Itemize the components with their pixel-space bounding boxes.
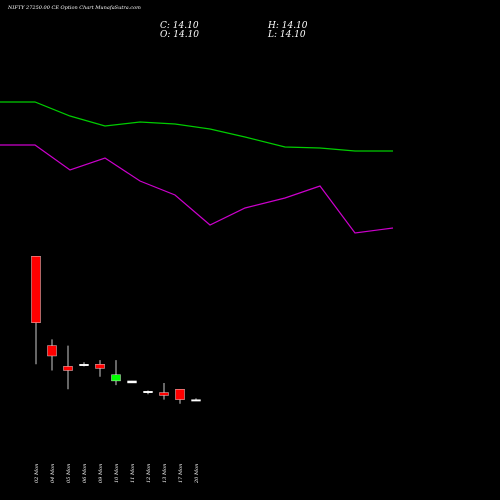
candle-body (95, 364, 105, 369)
x-tick-label: 13 Mon (162, 464, 168, 483)
high-value: H: 14.10 (267, 21, 308, 31)
candle-body (175, 389, 185, 400)
candle (175, 389, 185, 404)
candle (63, 345, 73, 390)
moving-average-line-1 (0, 101, 393, 152)
candle (95, 360, 105, 377)
x-tick-label: 05 Mon (66, 464, 72, 483)
open-value: O: 14.10 (160, 30, 199, 40)
chart-title: NIFTY 27250.00 CE Option Chart MunafaSut… (7, 5, 141, 11)
x-tick-label: 17 Mon (178, 464, 184, 483)
moving-average-layer (0, 101, 394, 234)
x-tick-label: 09 Mon (98, 464, 104, 483)
candle-body (31, 256, 41, 323)
close-value: C: 14.10 (160, 21, 199, 31)
candle-layer (31, 256, 201, 404)
x-tick-label: 20 Mon (194, 464, 200, 484)
candle-body (191, 399, 201, 402)
x-tick-label: 06 Mon (82, 464, 88, 483)
candle (159, 382, 169, 400)
candle (47, 339, 57, 371)
x-tick-label: 04 Mon (50, 464, 56, 483)
x-tick-label: 12 Mon (146, 464, 152, 483)
x-tick-label: 11 Mon (130, 464, 136, 483)
candle (127, 380, 137, 384)
candle-body (79, 364, 89, 366)
candle-body (127, 380, 137, 384)
low-value: L: 14.10 (267, 30, 306, 40)
candle (31, 256, 41, 365)
candle-body (143, 391, 153, 393)
moving-average-line-2 (0, 144, 394, 234)
candle-body (63, 366, 73, 371)
candle-body (159, 392, 169, 396)
candle-body (47, 345, 57, 357)
candle (111, 360, 121, 386)
x-axis: 02 Mon 04 Mon 05 Mon 06 Mon 09 Mon 10 Mon 11 M… (34, 464, 200, 484)
x-tick-label: 02 Mon (34, 464, 40, 483)
candle (79, 362, 89, 367)
candle (191, 398, 201, 402)
candle (143, 390, 153, 395)
x-tick-label: 10 Mon (114, 464, 120, 483)
candle-body (111, 374, 121, 382)
